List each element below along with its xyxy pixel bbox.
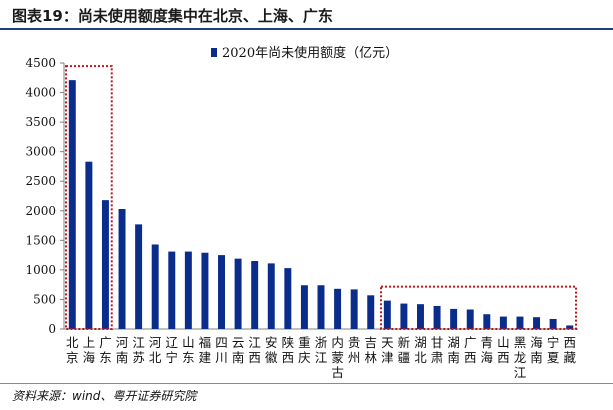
x-tick-label: 宁夏 xyxy=(547,335,560,365)
footer-divider xyxy=(0,383,613,384)
bar xyxy=(367,295,375,329)
bar-chart: 0 500 1000 1500 2000 2500 3000 3500 4000 4500 北京上… xyxy=(25,45,578,380)
legend: 2020年尚未使用额度（亿元） xyxy=(211,45,398,61)
y-tick-label: 4000 xyxy=(25,86,56,100)
x-tick-label: 青海 xyxy=(481,335,494,365)
bar xyxy=(400,303,408,329)
y-tick-labels: 0 500 1000 1500 2000 2500 3000 3500 4000 4500 xyxy=(25,56,56,336)
x-tick-label: 广西 xyxy=(464,335,477,365)
x-tick-label: 内蒙古 xyxy=(331,335,344,380)
x-tick-label: 广东 xyxy=(99,335,112,365)
x-tick-label: 黑龙江 xyxy=(514,335,527,380)
bar xyxy=(101,200,109,329)
bar xyxy=(68,80,76,330)
y-tick-label: 4500 xyxy=(25,56,56,70)
highlight-boxes xyxy=(65,65,577,331)
x-tick-label: 北京 xyxy=(66,335,79,365)
bar xyxy=(300,285,308,329)
bar xyxy=(350,289,358,329)
bar xyxy=(85,161,93,329)
x-tick-label: 陕西 xyxy=(282,335,295,365)
x-tick-label: 山西 xyxy=(497,335,510,365)
bar xyxy=(466,309,474,329)
bar xyxy=(251,261,259,329)
bar xyxy=(499,316,507,329)
y-tick-label: 1000 xyxy=(25,263,56,277)
x-tick-label: 吉林 xyxy=(364,335,377,365)
x-tick-label: 浙江 xyxy=(315,335,328,365)
x-tick-label: 云南 xyxy=(232,335,245,365)
x-tick-label: 辽宁 xyxy=(166,335,179,365)
bar xyxy=(533,317,541,329)
bar xyxy=(151,244,159,329)
y-tick-label: 2000 xyxy=(25,204,56,218)
x-tick-label: 山东 xyxy=(182,335,195,365)
highlight-box xyxy=(65,65,113,331)
bars xyxy=(68,80,574,330)
x-tick-label: 贵州 xyxy=(348,335,361,365)
bar xyxy=(284,268,292,329)
y-tick-label: 3000 xyxy=(25,145,56,159)
y-tick-label: 0 xyxy=(48,322,56,336)
bar xyxy=(267,263,275,329)
bar xyxy=(218,255,225,329)
bar xyxy=(549,318,557,329)
legend-swatch xyxy=(211,48,217,57)
bar xyxy=(118,209,126,329)
bar xyxy=(433,305,441,329)
y-tick-label: 2500 xyxy=(25,174,56,188)
bar xyxy=(516,316,524,329)
bar xyxy=(566,325,574,329)
x-tick-label: 湖南 xyxy=(447,335,460,365)
y-tick-label: 500 xyxy=(33,292,56,306)
bar xyxy=(334,288,342,329)
x-tick-label: 江苏 xyxy=(132,335,145,365)
highlight-box xyxy=(380,285,577,331)
bar xyxy=(234,258,242,329)
x-tick-label: 新疆 xyxy=(398,335,411,365)
x-tick-label: 西藏 xyxy=(563,335,576,365)
x-tick-label: 福建 xyxy=(199,335,212,365)
y-tick-label: 3500 xyxy=(25,115,56,129)
title-bar: 图表19：尚未使用额度集中在北京、上海、广东 xyxy=(0,0,613,30)
bar xyxy=(168,251,176,329)
x-tick-labels: 北京上海广东河南江苏河北辽宁山东福建四川云南江西安徽陕西重庆浙江内蒙古贵州吉林天… xyxy=(66,335,576,380)
bar xyxy=(417,304,424,329)
x-tick-label: 安徽 xyxy=(265,335,278,365)
x-tick-label: 江西 xyxy=(248,335,261,365)
x-tick-label: 湖北 xyxy=(414,335,427,365)
bar xyxy=(184,251,192,329)
x-tick-label: 上海 xyxy=(83,335,96,365)
x-tick-label: 河南 xyxy=(116,335,129,365)
chart-title: 图表19：尚未使用额度集中在北京、上海、广东 xyxy=(12,7,333,25)
legend-label: 2020年尚未使用额度（亿元） xyxy=(222,45,398,61)
bar xyxy=(317,285,325,329)
x-tick-label: 甘肃 xyxy=(431,335,444,365)
bar xyxy=(201,252,209,329)
bar xyxy=(383,300,391,329)
x-tick-label: 海南 xyxy=(530,335,543,365)
bar xyxy=(135,224,143,329)
x-tick-label: 四川 xyxy=(215,335,228,365)
x-tick-label: 天津 xyxy=(381,335,394,365)
source-note: 资料来源：wind、粤开证券研究院 xyxy=(12,389,197,403)
bar xyxy=(450,308,458,329)
bar xyxy=(483,314,491,329)
x-tick-label: 重庆 xyxy=(298,335,311,365)
y-tick-label: 1500 xyxy=(25,233,56,247)
x-tick-label: 河北 xyxy=(149,335,162,365)
